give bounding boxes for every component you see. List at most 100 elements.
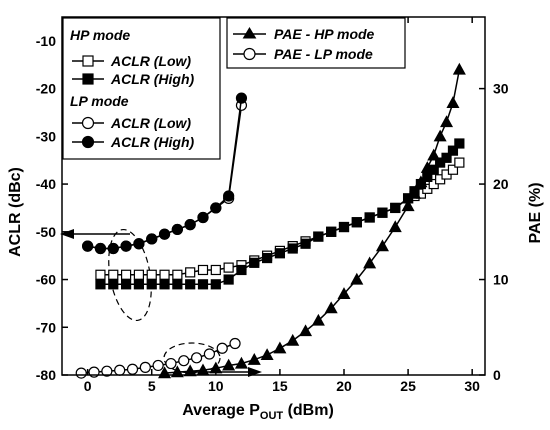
data-point: [170, 365, 184, 378]
legend-hp-high-marker: [82, 73, 94, 85]
data-point: [229, 337, 241, 350]
data-point: [108, 269, 119, 280]
y-left-tick-label: -70: [36, 319, 56, 335]
data-point: [337, 287, 351, 299]
y-left-tick-label: -10: [36, 33, 56, 49]
series-line-pae-hp-mode: [164, 69, 461, 374]
legend-hp-low-label: ACLR (Low): [110, 53, 191, 69]
data-point: [159, 279, 170, 290]
data-point: [249, 257, 260, 268]
data-point: [133, 279, 145, 290]
data-point: [440, 115, 454, 128]
data-point: [75, 367, 87, 379]
series-line-hp-mode-aclr-high: [100, 143, 460, 286]
data-point: [223, 262, 234, 273]
data-point: [171, 223, 183, 236]
data-point: [324, 301, 338, 314]
data-point: [261, 252, 273, 264]
data-point: [107, 242, 119, 255]
y-left-tick-label: -20: [36, 81, 56, 97]
data-point: [377, 207, 388, 218]
data-point: [401, 199, 415, 212]
data-point: [447, 145, 459, 156]
data-point: [454, 138, 465, 149]
data-point: [234, 356, 248, 369]
y-axis-right-label: PAE (%): [527, 182, 544, 243]
data-point: [178, 355, 190, 367]
legend-pae-lp-marker: [243, 47, 256, 61]
data-point: [197, 264, 209, 276]
data-point: [159, 269, 170, 280]
y-right-tick-label: 0: [493, 367, 501, 383]
legend-right-box: [226, 17, 406, 69]
data-point: [165, 357, 177, 370]
legend-pae-hp-marker: [242, 27, 257, 39]
data-point: [146, 269, 157, 280]
data-point: [114, 364, 126, 376]
legend-left: HP mode ACLR (Low) ACLR (High) LP mode A…: [62, 17, 221, 160]
data-point: [287, 243, 298, 254]
data-point: [313, 231, 324, 242]
data-point: [197, 279, 209, 290]
data-point: [454, 157, 465, 168]
data-point: [120, 279, 132, 290]
tick-marks: 0 5 10 15 20 25 30 -80 -70 -60 -50 -40 -30 -20 -10 0 10 2…: [36, 17, 509, 394]
data-point: [235, 92, 248, 104]
data-point: [299, 324, 313, 337]
y-right-tick-label: 30: [493, 81, 509, 97]
y-left-tick-label: -60: [36, 272, 56, 288]
x-axis-label: Average POUT (dBm): [182, 402, 334, 422]
data-point: [441, 152, 452, 163]
data-point: [274, 248, 286, 259]
data-point: [236, 264, 247, 276]
data-point: [273, 341, 287, 354]
data-point: [210, 279, 221, 290]
legend-lp-high-label: ACLR (High): [110, 134, 195, 150]
data-point: [185, 279, 196, 290]
data-point: [222, 358, 236, 371]
data-point: [363, 256, 377, 269]
data-point: [326, 226, 337, 237]
data-point: [172, 279, 183, 290]
data-point: [388, 220, 402, 233]
data-point: [433, 129, 447, 142]
legend-lp-heading: LP mode: [70, 93, 129, 109]
legend-hp-heading: HP mode: [70, 27, 130, 43]
data-point: [300, 238, 311, 249]
data-point: [152, 359, 164, 372]
data-point: [311, 313, 325, 326]
y-right-tick-label: 10: [493, 272, 509, 288]
x-tick-label: 10: [208, 378, 224, 394]
y-axis-left-label: ACLR (dBc): [7, 167, 24, 257]
data-point: [420, 161, 434, 173]
data-point: [172, 269, 183, 280]
data-point: [133, 269, 145, 280]
legend-pae-lp-label: PAE - LP mode: [274, 46, 373, 62]
legend-hp-high-label: ACLR (High): [110, 71, 195, 87]
y-left-tick-label: -80: [36, 367, 56, 383]
series-pae-lp-mode: [75, 337, 241, 379]
y-left-tick-label: -30: [36, 128, 56, 144]
data-point: [260, 348, 274, 361]
data-point: [375, 239, 389, 252]
data-point: [133, 238, 145, 250]
data-point: [414, 175, 428, 188]
data-point: [94, 242, 107, 255]
data-point: [209, 361, 223, 374]
data-point: [184, 219, 196, 231]
y-left-tick-label: -50: [36, 224, 56, 240]
data-point: [351, 217, 362, 228]
data-point: [126, 363, 139, 375]
legend-lp-low-marker: [81, 116, 95, 130]
x-axis-label-main: Average P: [182, 402, 260, 419]
legend-left-box: [62, 17, 221, 160]
y-left-tick-label: -40: [36, 176, 56, 192]
legend-hp-low-marker: [82, 55, 94, 67]
data-point: [82, 240, 94, 252]
data-point: [185, 267, 196, 278]
data-point: [101, 365, 113, 377]
data-point: [338, 221, 350, 233]
data-point: [223, 274, 234, 285]
legend-pae-hp-label: PAE - HP mode: [274, 26, 375, 42]
